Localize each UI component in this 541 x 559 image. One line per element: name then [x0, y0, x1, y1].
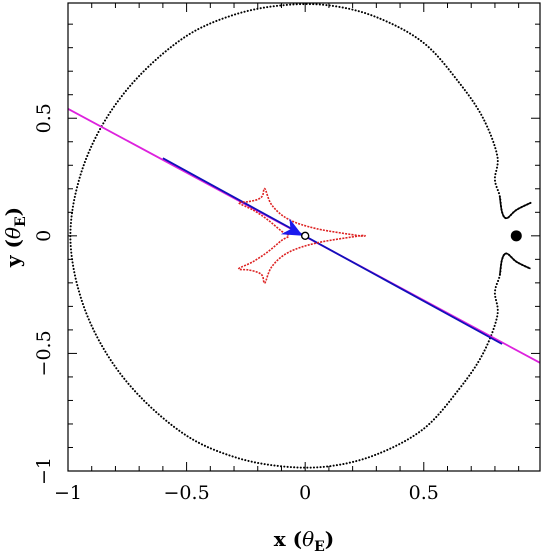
- trajectory-inner-line: [162, 157, 503, 345]
- x-tick-label: 0.5: [409, 482, 439, 504]
- critical-curve: [69, 3, 532, 469]
- y-tick-label: 0.5: [33, 103, 55, 133]
- critical-curve-dotted-loop: [69, 3, 532, 469]
- caustic-curve: [238, 187, 366, 284]
- tick-labels-layer: −1 −0.5 0 0.5 −1 −0.5 0 0.5: [33, 103, 439, 504]
- plot-frame: [67, 2, 541, 472]
- plot-area: [68, 3, 540, 469]
- y-tick-label: −1: [33, 457, 55, 485]
- x-tick-label: −1: [54, 482, 82, 504]
- ticks-layer: [67, 3, 540, 472]
- y-axis-title: y (θE): [1, 207, 29, 268]
- lens-marker-primary: [300, 231, 310, 241]
- x-tick-label: −0.5: [164, 482, 210, 504]
- x-axis-title: x (θE): [274, 527, 335, 555]
- y-tick-label: 0: [33, 230, 55, 242]
- x-tick-label: 0: [299, 482, 311, 504]
- source-arrow: [280, 218, 303, 236]
- critical-curve-lower-arm: [498, 252, 531, 276]
- y-tick-label: −0.5: [33, 330, 55, 376]
- lens-marker-companion: [510, 230, 522, 242]
- critical-curve-upper-arm: [498, 195, 531, 220]
